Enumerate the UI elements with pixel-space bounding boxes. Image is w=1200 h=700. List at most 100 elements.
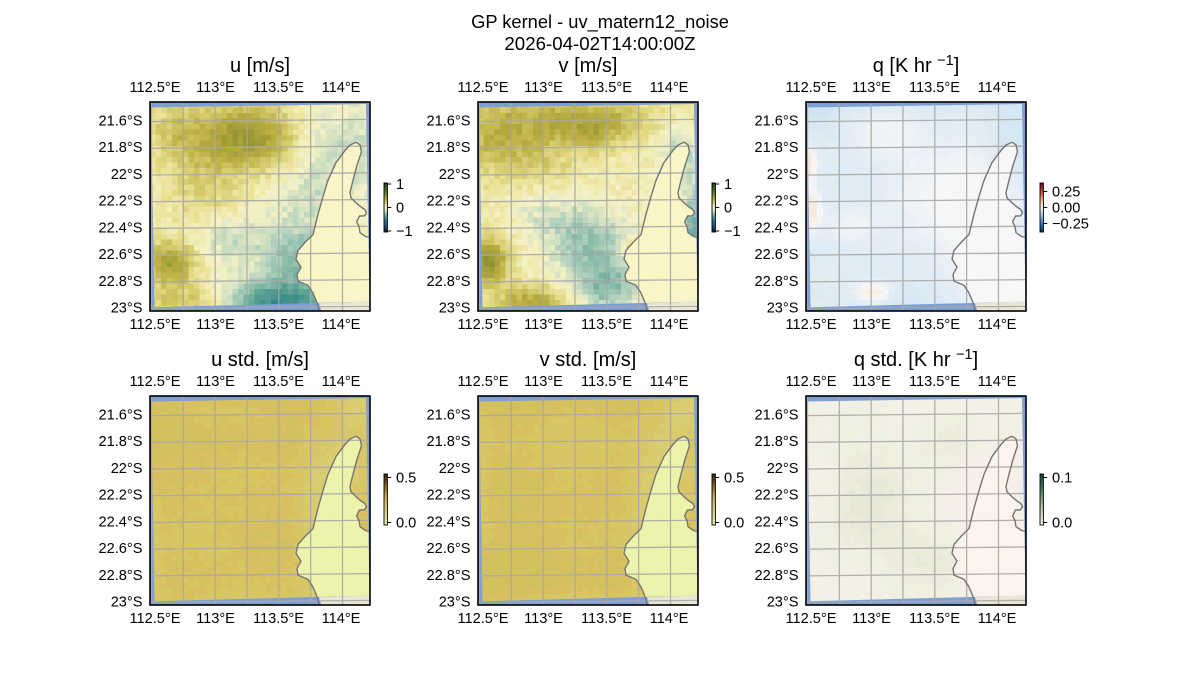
svg-text:1: 1 — [724, 177, 732, 193]
svg-text:21.8°S: 21.8°S — [755, 434, 799, 450]
svg-text:113°E: 113°E — [196, 611, 235, 627]
svg-text:22.6°S: 22.6°S — [427, 247, 471, 263]
svg-text:0.0: 0.0 — [1052, 516, 1072, 532]
svg-text:113.5°E: 113.5°E — [909, 317, 960, 333]
svg-text:112.5°E: 112.5°E — [129, 317, 180, 333]
svg-text:113.5°E: 113.5°E — [581, 374, 632, 390]
svg-text:112.5°E: 112.5°E — [785, 80, 836, 96]
svg-text:−0.25: −0.25 — [1052, 217, 1089, 233]
svg-text:113°E: 113°E — [852, 317, 891, 333]
svg-text:113°E: 113°E — [196, 374, 235, 390]
svg-text:23°S: 23°S — [767, 594, 799, 610]
svg-text:114°E: 114°E — [322, 317, 361, 333]
svg-text:112.5°E: 112.5°E — [457, 317, 508, 333]
svg-text:113°E: 113°E — [524, 317, 563, 333]
svg-text:114°E: 114°E — [650, 611, 689, 627]
svg-text:113°E: 113°E — [524, 374, 563, 390]
svg-text:22°S: 22°S — [767, 167, 799, 183]
svg-text:22.4°S: 22.4°S — [99, 220, 143, 236]
svg-text:113°E: 113°E — [196, 80, 235, 96]
svg-text:113°E: 113°E — [524, 80, 563, 96]
svg-text:113°E: 113°E — [852, 611, 891, 627]
svg-text:0.25: 0.25 — [1052, 185, 1080, 201]
svg-text:22.2°S: 22.2°S — [427, 194, 471, 210]
svg-text:113.5°E: 113.5°E — [909, 374, 960, 390]
svg-text:23°S: 23°S — [439, 300, 471, 316]
svg-text:1: 1 — [396, 177, 404, 193]
svg-text:23°S: 23°S — [111, 300, 143, 316]
svg-text:112.5°E: 112.5°E — [785, 611, 836, 627]
svg-text:22.8°S: 22.8°S — [427, 274, 471, 290]
svg-text:113°E: 113°E — [524, 611, 563, 627]
svg-text:113.5°E: 113.5°E — [581, 80, 632, 96]
svg-text:22°S: 22°S — [767, 461, 799, 477]
svg-text:22°S: 22°S — [111, 167, 143, 183]
svg-text:22°S: 22°S — [439, 167, 471, 183]
svg-text:22.8°S: 22.8°S — [99, 568, 143, 584]
svg-text:22°S: 22°S — [439, 461, 471, 477]
svg-text:21.6°S: 21.6°S — [427, 114, 471, 130]
svg-text:113.5°E: 113.5°E — [253, 611, 304, 627]
svg-text:2026-04-02T14:00:00Z: 2026-04-02T14:00:00Z — [504, 33, 695, 54]
svg-text:22.2°S: 22.2°S — [427, 488, 471, 504]
svg-text:114°E: 114°E — [322, 80, 361, 96]
svg-text:112.5°E: 112.5°E — [785, 317, 836, 333]
svg-text:113°E: 113°E — [852, 374, 891, 390]
svg-text:21.8°S: 21.8°S — [99, 434, 143, 450]
svg-text:23°S: 23°S — [439, 594, 471, 610]
svg-text:22.6°S: 22.6°S — [755, 247, 799, 263]
svg-text:21.6°S: 21.6°S — [427, 408, 471, 424]
svg-text:114°E: 114°E — [978, 80, 1017, 96]
svg-text:22.4°S: 22.4°S — [755, 514, 799, 530]
svg-text:22.2°S: 22.2°S — [99, 488, 143, 504]
svg-text:113°E: 113°E — [196, 317, 235, 333]
svg-text:22.4°S: 22.4°S — [427, 514, 471, 530]
svg-text:113.5°E: 113.5°E — [909, 611, 960, 627]
svg-text:113.5°E: 113.5°E — [253, 80, 304, 96]
svg-text:22.8°S: 22.8°S — [427, 568, 471, 584]
svg-text:22.4°S: 22.4°S — [755, 220, 799, 236]
svg-text:22.8°S: 22.8°S — [755, 568, 799, 584]
svg-text:q std. [K hr −1]: q std. [K hr −1] — [854, 347, 978, 371]
svg-text:0: 0 — [396, 201, 404, 217]
svg-text:22.2°S: 22.2°S — [755, 488, 799, 504]
svg-text:22.8°S: 22.8°S — [99, 274, 143, 290]
svg-text:0.00: 0.00 — [1052, 201, 1080, 217]
svg-text:22.8°S: 22.8°S — [755, 274, 799, 290]
svg-text:114°E: 114°E — [322, 374, 361, 390]
svg-text:113.5°E: 113.5°E — [253, 317, 304, 333]
svg-text:−1: −1 — [396, 224, 413, 240]
svg-text:u std. [m/s]: u std. [m/s] — [211, 349, 309, 371]
svg-text:22.6°S: 22.6°S — [427, 541, 471, 557]
svg-text:21.8°S: 21.8°S — [427, 434, 471, 450]
svg-text:114°E: 114°E — [978, 611, 1017, 627]
svg-text:22.4°S: 22.4°S — [427, 220, 471, 236]
svg-text:113°E: 113°E — [852, 80, 891, 96]
svg-text:114°E: 114°E — [978, 374, 1017, 390]
svg-text:0.0: 0.0 — [396, 516, 416, 532]
svg-text:u [m/s]: u [m/s] — [230, 55, 290, 77]
svg-text:21.8°S: 21.8°S — [755, 140, 799, 156]
svg-text:0.1: 0.1 — [1052, 471, 1072, 487]
svg-text:114°E: 114°E — [650, 374, 689, 390]
svg-text:23°S: 23°S — [767, 300, 799, 316]
svg-text:112.5°E: 112.5°E — [129, 374, 180, 390]
svg-text:112.5°E: 112.5°E — [785, 374, 836, 390]
svg-text:114°E: 114°E — [322, 611, 361, 627]
svg-text:q [K hr −1]: q [K hr −1] — [873, 53, 960, 77]
svg-text:v std. [m/s]: v std. [m/s] — [540, 349, 637, 371]
svg-text:22.2°S: 22.2°S — [755, 194, 799, 210]
svg-text:22.6°S: 22.6°S — [99, 541, 143, 557]
svg-text:v [m/s]: v [m/s] — [559, 55, 618, 77]
svg-text:22°S: 22°S — [111, 461, 143, 477]
svg-text:23°S: 23°S — [111, 594, 143, 610]
svg-text:GP kernel - uv_matern12_noise: GP kernel - uv_matern12_noise — [471, 11, 729, 33]
svg-text:113.5°E: 113.5°E — [581, 317, 632, 333]
svg-text:112.5°E: 112.5°E — [129, 80, 180, 96]
svg-text:114°E: 114°E — [650, 80, 689, 96]
svg-text:112.5°E: 112.5°E — [457, 611, 508, 627]
svg-text:0.5: 0.5 — [724, 471, 744, 487]
svg-text:0.5: 0.5 — [396, 471, 416, 487]
svg-text:114°E: 114°E — [978, 317, 1017, 333]
svg-text:21.8°S: 21.8°S — [99, 140, 143, 156]
